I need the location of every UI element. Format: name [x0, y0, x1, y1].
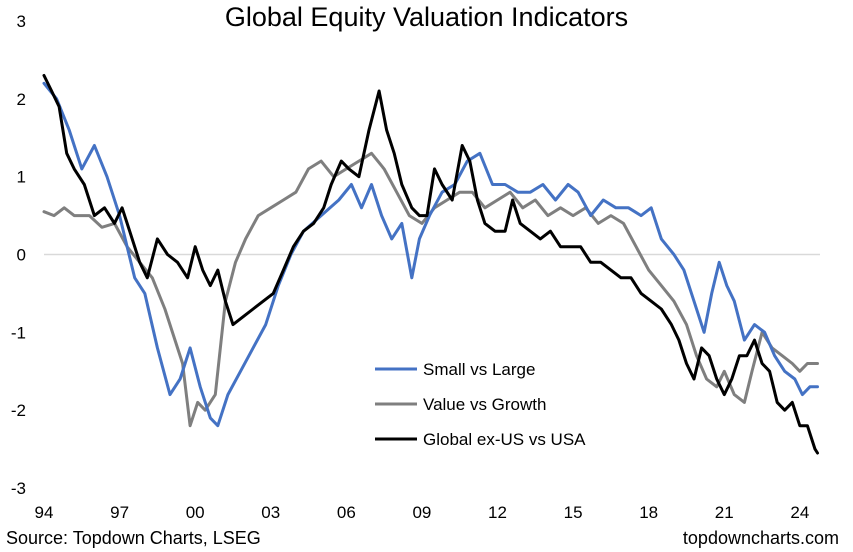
- series-layer: [42, 74, 819, 455]
- x-tick-label: 15: [564, 503, 583, 522]
- source-note: Source: Topdown Charts, LSEG: [6, 528, 261, 548]
- y-tick-label: -2: [11, 401, 26, 420]
- series-line-small-vs-large: [42, 81, 819, 428]
- brand-label: topdowncharts.com: [682, 528, 839, 548]
- x-tick-label: 21: [715, 503, 734, 522]
- x-tick-label: 12: [488, 503, 507, 522]
- chart-title: Global Equity Valuation Indicators: [224, 2, 629, 32]
- legend-label: Small vs Large: [423, 360, 535, 379]
- x-tick-label: 18: [639, 503, 658, 522]
- x-tick-label: 24: [790, 503, 809, 522]
- legend-label: Value vs Growth: [423, 395, 546, 414]
- x-tick-label: 03: [261, 503, 280, 522]
- legend: Small vs Large Value vs Growth Global ex-U…: [375, 360, 586, 449]
- x-axis-tick-labels: 94 97 00 03 06 09 12 15 18 21 24: [35, 503, 810, 522]
- x-tick-label: 06: [337, 503, 356, 522]
- series-line-global-ex-us-vs-usa: [42, 74, 819, 455]
- y-tick-label: 2: [17, 90, 26, 109]
- y-tick-label: 0: [17, 246, 26, 265]
- x-tick-label: 97: [110, 503, 129, 522]
- x-tick-label: 09: [412, 503, 431, 522]
- y-tick-label: 1: [17, 168, 26, 187]
- x-tick-label: 94: [35, 503, 54, 522]
- y-tick-label: -1: [11, 323, 26, 342]
- y-tick-label: 3: [17, 12, 26, 31]
- y-axis-tick-labels: 3 2 1 0 -1 -2 -3: [11, 12, 26, 498]
- x-tick-label: 00: [186, 503, 205, 522]
- legend-label: Global ex-US vs USA: [423, 430, 586, 449]
- y-tick-label: -3: [11, 479, 26, 498]
